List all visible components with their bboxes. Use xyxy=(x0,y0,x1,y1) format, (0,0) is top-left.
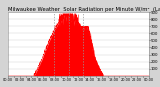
Text: Milwaukee Weather  Solar Radiation per Minute W/m²  (Last 24 Hours): Milwaukee Weather Solar Radiation per Mi… xyxy=(8,7,160,12)
